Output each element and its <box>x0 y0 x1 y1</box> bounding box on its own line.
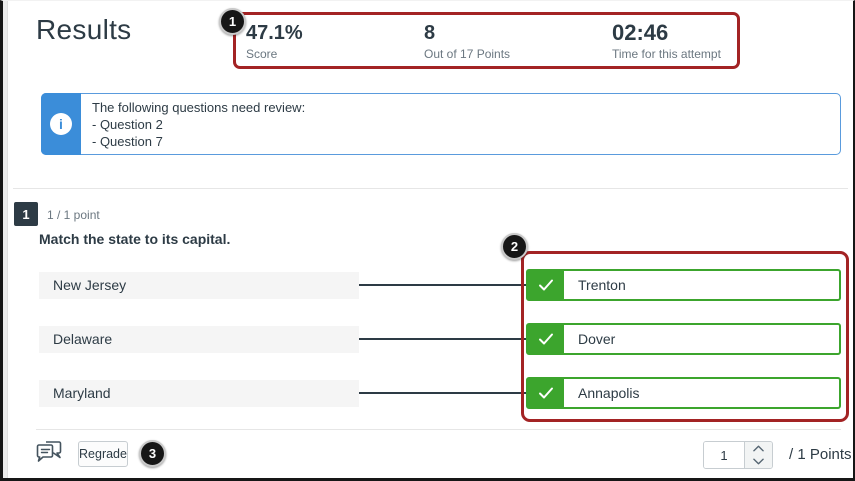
correct-indicator <box>528 379 564 407</box>
alert-line: The following questions need review: <box>92 100 306 115</box>
callout-1-badge: 1 <box>219 8 246 35</box>
match-answer: Annapolis <box>526 377 841 409</box>
alert-accent-bar: i <box>41 93 81 155</box>
regrade-button[interactable]: Regrade <box>78 441 128 467</box>
question-number-badge: 1 <box>14 202 38 226</box>
correct-indicator <box>528 271 564 299</box>
match-connector-line <box>359 338 526 340</box>
match-row: New Jersey Trenton <box>3 269 853 301</box>
points-stepper <box>703 441 773 469</box>
match-row: Maryland Annapolis <box>3 377 853 409</box>
time-label: Time for this attempt <box>612 47 721 61</box>
alert-text: The following questions need review: - Q… <box>92 99 305 150</box>
attempt-stats-annotation-box: 47.1% Score 8 Out of 17 Points 02:46 Tim… <box>233 12 740 69</box>
chevron-up-icon <box>753 445 764 452</box>
comment-icon <box>36 441 62 462</box>
match-connector-line <box>359 392 526 394</box>
match-connector-line <box>359 284 526 286</box>
match-answer: Trenton <box>526 269 841 301</box>
correct-indicator <box>528 325 564 353</box>
check-icon <box>539 279 553 291</box>
points-value: 8 <box>424 22 436 44</box>
footer-divider <box>36 429 841 430</box>
check-icon <box>539 387 553 399</box>
points-input[interactable] <box>704 442 744 468</box>
score-value: 47.1% <box>246 22 303 44</box>
callout-2-badge: 2 <box>501 233 528 260</box>
info-icon: i <box>50 113 72 135</box>
page-left-gutter <box>3 1 8 478</box>
match-row: Delaware Dover <box>3 323 853 355</box>
time-value: 02:46 <box>612 20 669 45</box>
match-answer: Dover <box>526 323 841 355</box>
match-answer-label: Dover <box>578 331 616 347</box>
question-points: 1 / 1 point <box>47 208 100 222</box>
comment-button[interactable] <box>36 440 62 465</box>
points-label: Out of 17 Points <box>424 47 511 61</box>
match-term: Delaware <box>39 326 359 353</box>
question-prompt: Match the state to its capital. <box>39 231 231 247</box>
match-term: Maryland <box>39 380 359 407</box>
page-title: Results <box>36 14 132 45</box>
chevron-down-icon <box>753 458 764 465</box>
review-alert: i The following questions need review: -… <box>41 93 841 155</box>
stat-time: 02:46 Time for this attempt <box>612 20 721 62</box>
stepper-down-button[interactable] <box>745 455 772 468</box>
callout-3-badge: 3 <box>139 440 166 467</box>
match-term: New Jersey <box>39 272 359 299</box>
match-answer-label: Trenton <box>578 277 626 293</box>
stat-score: 47.1% Score <box>246 20 303 62</box>
alert-line: - Question 7 <box>92 134 163 149</box>
question-divider <box>13 188 848 189</box>
stepper-arrows <box>744 442 772 468</box>
check-icon <box>539 333 553 345</box>
match-answer-label: Annapolis <box>578 385 640 401</box>
stepper-up-button[interactable] <box>745 442 772 455</box>
points-total-label: / 1 Points <box>789 446 852 463</box>
score-label: Score <box>246 47 278 61</box>
alert-line: - Question 2 <box>92 117 163 132</box>
stat-points: 8 Out of 17 Points <box>424 20 510 62</box>
